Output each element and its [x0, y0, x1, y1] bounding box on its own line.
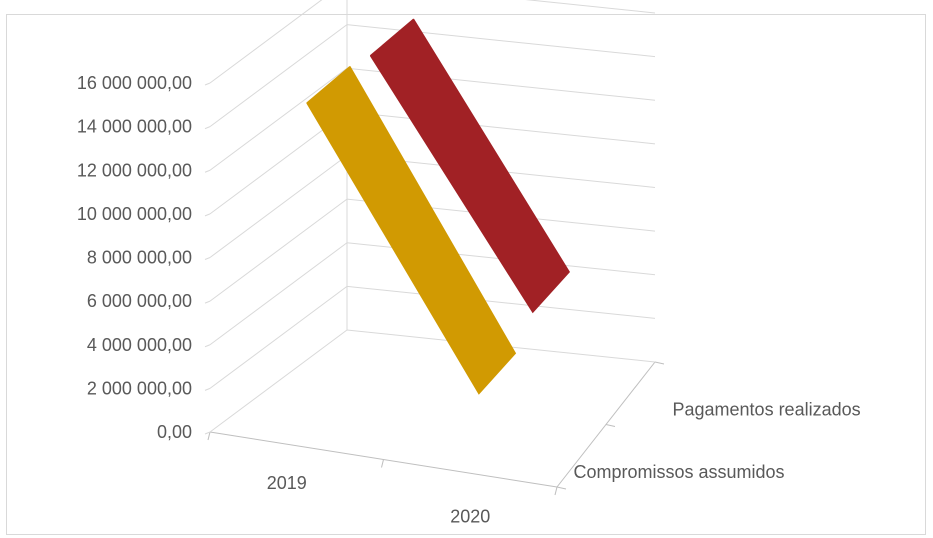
- y-axis-tick: [204, 169, 211, 173]
- y-axis-tick: [204, 300, 211, 304]
- x-category-label: 2020: [450, 506, 490, 526]
- series-label: Compromissos assumidos: [574, 462, 785, 482]
- gridline: [209, 0, 656, 84]
- series-label: Pagamentos realizados: [673, 399, 861, 419]
- y-tick-label: 4 000 000,00: [87, 335, 192, 355]
- y-axis-tick: [204, 257, 211, 260]
- series-ribbon-edge: [306, 66, 351, 105]
- y-axis-tick: [204, 126, 211, 130]
- y-axis-tick: [204, 213, 211, 217]
- chart-walls: [204, 0, 665, 496]
- x-axis-tick: [381, 459, 384, 468]
- y-tick-label: 14 000 000,00: [77, 117, 192, 137]
- depth-axis-series-labels: Pagamentos realizados Compromissos assum…: [574, 399, 861, 482]
- depth-axis-tick: [556, 486, 567, 490]
- gridline: [209, 198, 656, 302]
- y-tick-label: 12 000 000,00: [77, 160, 192, 180]
- y-axis-tick-labels: 0,00 2 000 000,00 4 000 000,00 6 000 000…: [77, 73, 192, 442]
- y-axis-tick: [204, 344, 211, 348]
- x-axis-tick: [554, 486, 558, 496]
- gridline: [209, 24, 656, 128]
- gridline: [209, 285, 656, 389]
- y-axis-tick: [204, 387, 211, 391]
- series-ribbon-edge: [369, 18, 415, 57]
- x-axis-tick: [207, 431, 211, 441]
- y-axis-tick: [204, 82, 211, 86]
- y-tick-label: 6 000 000,00: [87, 291, 192, 311]
- series-ribbons: [306, 18, 571, 395]
- y-tick-label: 8 000 000,00: [87, 248, 192, 268]
- gridline: [209, 329, 656, 433]
- y-tick-label: 16 000 000,00: [77, 73, 192, 93]
- depth-axis-tick: [654, 361, 665, 365]
- y-axis-tick: [204, 431, 211, 435]
- y-tick-label: 0,00: [157, 422, 192, 442]
- y-tick-label: 2 000 000,00: [87, 378, 192, 398]
- depth-axis-tick: [605, 424, 616, 427]
- x-axis-category-labels: 2019 2020: [267, 473, 491, 527]
- y-tick-label: 10 000 000,00: [77, 204, 192, 224]
- x-category-label: 2019: [267, 473, 307, 493]
